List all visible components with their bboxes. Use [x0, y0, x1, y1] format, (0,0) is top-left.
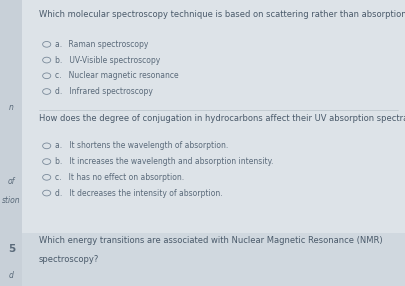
Text: d.   It decreases the intensity of absorption.: d. It decreases the intensity of absorpt… [55, 188, 222, 198]
Text: b.   UV-Visible spectroscopy: b. UV-Visible spectroscopy [55, 55, 160, 65]
Text: How does the degree of conjugation in hydrocarbons affect their UV absorption sp: How does the degree of conjugation in hy… [38, 114, 405, 123]
Text: 5: 5 [8, 244, 15, 254]
Text: Which energy transitions are associated with Nuclear Magnetic Resonance (NMR): Which energy transitions are associated … [38, 236, 381, 245]
Text: c.   Nuclear magnetic resonance: c. Nuclear magnetic resonance [55, 71, 178, 80]
Text: d.   Infrared spectroscopy: d. Infrared spectroscopy [55, 87, 152, 96]
Text: stion: stion [2, 196, 21, 205]
Text: c.   It has no effect on absorption.: c. It has no effect on absorption. [55, 173, 183, 182]
FancyBboxPatch shape [22, 233, 405, 286]
Text: of: of [8, 177, 15, 186]
FancyBboxPatch shape [0, 0, 22, 286]
Text: a.   It shortens the wavelength of absorption.: a. It shortens the wavelength of absorpt… [55, 141, 228, 150]
Text: d: d [9, 271, 14, 281]
Text: a.   Raman spectroscopy: a. Raman spectroscopy [55, 40, 148, 49]
Text: n: n [9, 103, 14, 112]
Text: spectroscopy?: spectroscopy? [38, 255, 99, 263]
Text: Which molecular spectroscopy technique is based on scattering rather than absorp: Which molecular spectroscopy technique i… [38, 10, 405, 19]
Text: b.   It increases the wavelength and absorption intensity.: b. It increases the wavelength and absor… [55, 157, 273, 166]
